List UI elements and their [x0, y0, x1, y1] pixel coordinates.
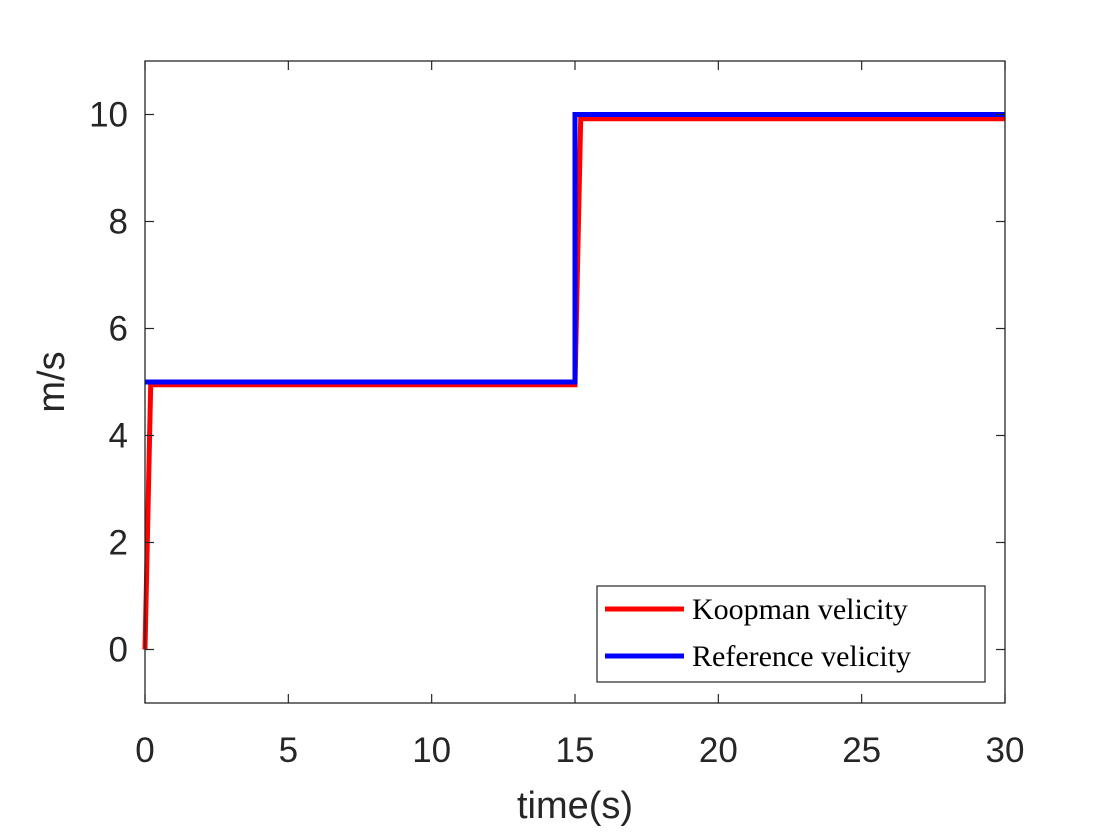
y-tick-label: 8: [109, 203, 128, 242]
y-tick-label: 10: [89, 96, 128, 135]
series-layer: [142, 112, 1005, 650]
y-tick-label: 2: [109, 524, 128, 563]
x-tick-label: 0: [135, 731, 154, 770]
x-tick-label: 15: [556, 731, 595, 770]
series-line-reference: [145, 112, 1005, 385]
x-tick-label: 10: [412, 731, 451, 770]
x-axis-label: time(s): [517, 785, 633, 827]
x-tick-label: 25: [842, 731, 881, 770]
x-tick-label: 20: [699, 731, 738, 770]
y-axis-label: m/s: [31, 351, 73, 412]
series-line-koopman: [142, 116, 1005, 650]
x-tick-label: 5: [279, 731, 298, 770]
legend-label-reference: Reference velicity: [692, 640, 911, 673]
legend: Koopman velicity Reference velicity: [596, 585, 986, 683]
tick-layer: 0 5 10 15 20 25 30 0 2 4 6 8 10: [89, 61, 1024, 770]
y-tick-label: 6: [109, 310, 128, 349]
legend-box: [596, 585, 986, 683]
legend-label-koopman: Koopman velicity: [692, 593, 908, 626]
y-tick-label: 0: [109, 631, 128, 670]
y-tick-label: 4: [109, 417, 128, 456]
x-tick-label: 30: [986, 731, 1025, 770]
